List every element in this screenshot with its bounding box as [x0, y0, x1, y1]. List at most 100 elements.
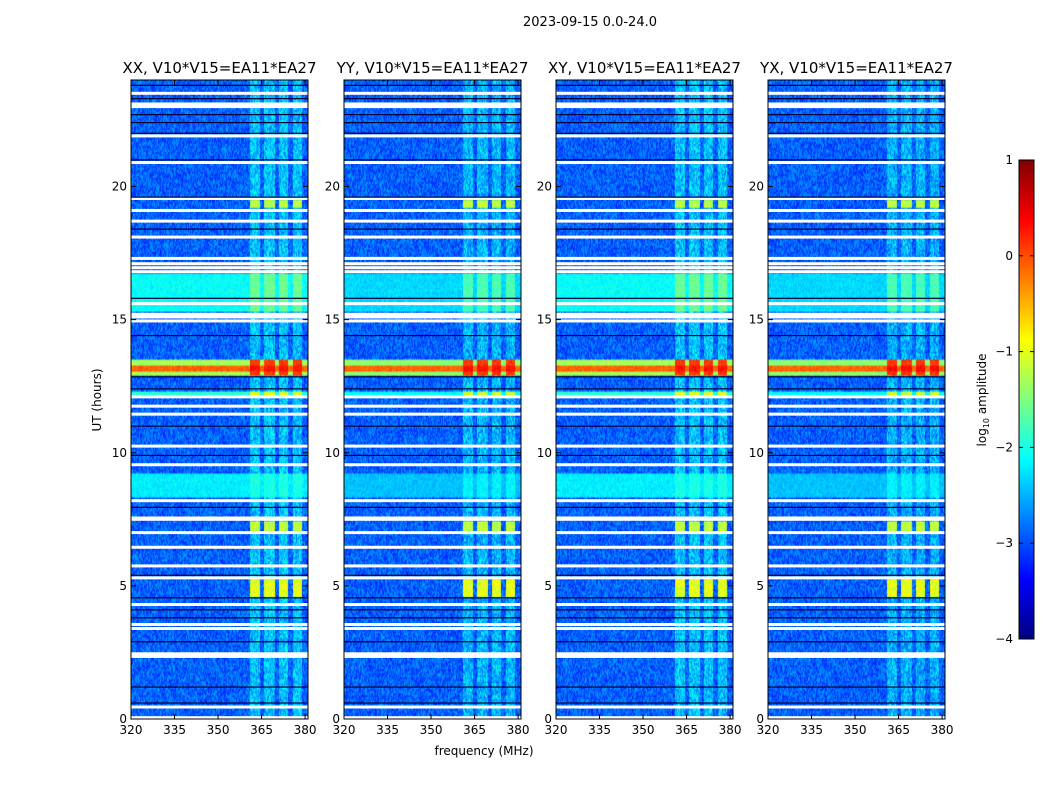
- dark-row: [344, 376, 521, 378]
- flagged-row: [768, 603, 945, 607]
- dark-row: [131, 506, 308, 508]
- flagged-row: [556, 444, 733, 448]
- dark-row: [344, 641, 521, 643]
- flagged-row: [131, 262, 308, 266]
- flagged-row: [768, 302, 945, 306]
- flagged-row: [556, 603, 733, 607]
- colorbar-tick-label: −2: [995, 440, 1013, 454]
- dark-row: [556, 425, 733, 427]
- panel-frame: [343, 79, 522, 720]
- dark-row: [768, 297, 945, 299]
- y-tick-label: 10: [537, 446, 552, 460]
- flagged-row: [768, 463, 945, 467]
- flagged-row: [131, 219, 308, 223]
- y-tick-label: 20: [325, 180, 340, 194]
- flagged-row: [131, 256, 308, 260]
- flagged-row: [131, 564, 308, 568]
- dark-row: [556, 297, 733, 299]
- panel-title: YX, V10*V15=EA11*EA27: [759, 59, 953, 77]
- dark-row: [344, 686, 521, 688]
- colorbar-tick-label: 1: [1005, 153, 1013, 167]
- x-tick-label: 350: [207, 723, 230, 737]
- flagged-row: [344, 545, 521, 549]
- flagged-row: [131, 312, 308, 316]
- x-tick-label: 350: [844, 723, 867, 737]
- y-tick-label: 5: [756, 579, 764, 593]
- flagged-row: [768, 395, 945, 399]
- flagged-row: [556, 134, 733, 138]
- flagged-row: [344, 652, 521, 656]
- flagged-row: [344, 622, 521, 626]
- dark-row: [131, 686, 308, 688]
- flagged-row: [768, 531, 945, 535]
- x-tick-label: 320: [545, 723, 568, 737]
- dark-row: [344, 617, 521, 619]
- dark-row: [768, 388, 945, 390]
- dark-row: [344, 114, 521, 116]
- dark-row: [556, 84, 733, 86]
- dark-row: [344, 132, 521, 134]
- x-tick-label: 350: [632, 723, 655, 737]
- flagged-row: [344, 576, 521, 580]
- dark-row: [131, 98, 308, 100]
- flagged-row: [131, 705, 308, 709]
- flagged-row: [556, 262, 733, 266]
- flagged-row: [768, 716, 945, 720]
- y-tick-label: 5: [332, 579, 340, 593]
- dark-row: [344, 425, 521, 427]
- dark-row: [768, 335, 945, 337]
- x-tick-label: 380: [719, 723, 742, 737]
- flagged-row: [556, 91, 733, 95]
- figure-title: 2023-09-15 0.0-24.0: [523, 15, 657, 30]
- panel-frame: [130, 79, 309, 720]
- dark-row: [344, 506, 521, 508]
- dark-row: [556, 388, 733, 390]
- flagged-row: [344, 105, 521, 109]
- colorbar: 1 0 −1 −2 −3 −4 log10 amplitude: [975, 153, 1035, 646]
- flagged-row: [768, 312, 945, 316]
- flagged-row: [556, 531, 733, 535]
- dark-row: [131, 122, 308, 124]
- dark-row: [556, 228, 733, 230]
- x-tick-label: 335: [588, 723, 611, 737]
- flagged-row: [344, 235, 521, 239]
- dark-row: [344, 597, 521, 599]
- panel-title: XY, V10*V15=EA11*EA27: [548, 59, 741, 77]
- flagged-row: [344, 716, 521, 720]
- flagged-row: [131, 302, 308, 306]
- dark-row: [556, 702, 733, 704]
- flagged-row: [131, 235, 308, 239]
- flagged-row: [556, 256, 733, 260]
- dark-row: [131, 297, 308, 299]
- x-tick-label: 380: [931, 723, 954, 737]
- colorbar-label: log10 amplitude: [975, 354, 991, 447]
- flagged-row: [556, 626, 733, 630]
- flagged-row: [556, 315, 733, 319]
- dark-row: [344, 335, 521, 337]
- flagged-row: [556, 196, 733, 200]
- flagged-row: [344, 395, 521, 399]
- flagged-row: [131, 319, 308, 323]
- flagged-row: [131, 516, 308, 520]
- flagged-row: [556, 266, 733, 270]
- flagged-row: [556, 302, 733, 306]
- flagged-row: [768, 564, 945, 568]
- x-axis-label: frequency (MHz): [434, 744, 533, 758]
- dark-row: [344, 84, 521, 86]
- flagged-row: [768, 219, 945, 223]
- dark-row: [556, 617, 733, 619]
- dark-row: [768, 597, 945, 599]
- flagged-row: [344, 262, 521, 266]
- dark-row: [768, 159, 945, 161]
- flagged-row: [768, 626, 945, 630]
- flagged-row: [344, 102, 521, 106]
- flagged-row: [344, 256, 521, 260]
- flagged-row: [768, 161, 945, 165]
- flagged-row: [131, 716, 308, 720]
- colorbar-tick-label: 0: [1005, 249, 1013, 263]
- heatmap-image: [344, 80, 521, 719]
- dark-row: [768, 702, 945, 704]
- dark-row: [344, 98, 521, 100]
- panel-frame: [555, 79, 734, 720]
- flagged-row: [131, 105, 308, 109]
